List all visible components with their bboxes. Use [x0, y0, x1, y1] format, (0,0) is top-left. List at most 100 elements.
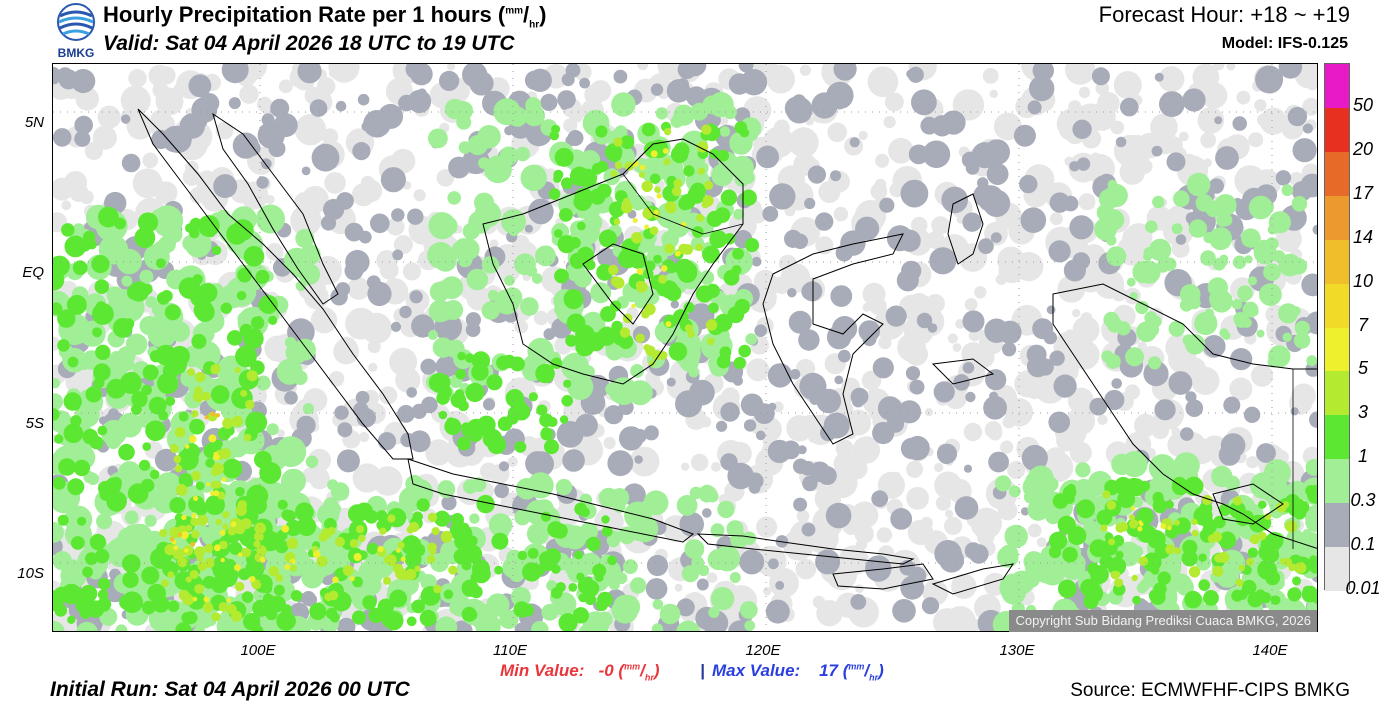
colorbar-label: 1	[1357, 446, 1368, 467]
precipitation-cell	[173, 455, 182, 464]
precipitation-cell	[142, 442, 151, 451]
precipitation-cell	[716, 420, 728, 432]
precipitation-cell	[356, 408, 376, 428]
precipitation-cell	[1181, 550, 1198, 567]
precipitation-cell	[916, 312, 933, 329]
precipitation-cell	[351, 610, 367, 625]
precipitation-cell	[1160, 523, 1166, 529]
precipitation-cell	[1004, 524, 1028, 549]
precipitation-cell	[1248, 132, 1264, 148]
precipitation-cell	[78, 600, 91, 613]
precipitation-cell	[194, 386, 203, 395]
precipitation-cell	[644, 224, 649, 230]
precipitation-cell	[544, 439, 559, 455]
precipitation-cell	[121, 591, 143, 613]
precipitation-cell	[438, 216, 458, 236]
precipitation-cell	[145, 296, 158, 308]
precipitation-cell	[586, 536, 601, 552]
precipitation-cell	[194, 546, 206, 558]
precipitation-cell	[197, 215, 220, 237]
precipitation-cell	[1309, 555, 1317, 565]
precipitation-cell	[391, 208, 405, 222]
precipitation-cell	[205, 458, 215, 468]
precipitation-cell	[1165, 500, 1175, 509]
precipitation-cell	[461, 422, 471, 432]
precipitation-cell	[522, 562, 542, 582]
precipitation-cell	[1136, 582, 1148, 594]
precipitation-cell	[142, 364, 159, 381]
precipitation-cell	[465, 382, 485, 403]
precipitation-cell	[155, 344, 177, 366]
precipitation-cell	[631, 232, 643, 244]
precipitation-cell	[833, 64, 857, 81]
precipitation-cell	[610, 488, 630, 508]
precipitation-cell	[772, 401, 784, 413]
precipitation-cell	[643, 344, 651, 352]
precipitation-cell	[650, 83, 664, 96]
precipitation-cell	[635, 280, 644, 289]
precipitation-cell	[830, 285, 853, 307]
precipitation-cell	[53, 408, 60, 421]
precipitation-cell	[1137, 341, 1147, 351]
precipitation-cell	[383, 576, 392, 585]
precipitation-cell	[499, 609, 519, 630]
precipitation-cell	[1154, 72, 1164, 82]
precipitation-cell	[1008, 485, 1021, 498]
precipitation-cell	[366, 542, 379, 555]
precipitation-cell	[335, 100, 347, 112]
precipitation-cell	[1019, 174, 1038, 194]
precipitation-cell	[962, 310, 985, 333]
precipitation-cell	[121, 153, 141, 173]
precipitation-cell	[922, 140, 951, 169]
precipitation-cell	[204, 543, 214, 553]
precipitation-cell	[807, 165, 827, 184]
precipitation-cell	[1094, 217, 1117, 241]
precipitation-cell	[97, 105, 121, 129]
precipitation-cell	[447, 191, 462, 205]
precipitation-cell	[58, 458, 76, 476]
precipitation-cell	[741, 171, 755, 184]
precipitation-cell	[607, 147, 622, 163]
precipitation-cell	[106, 491, 127, 512]
precipitation-cell	[1111, 378, 1122, 389]
precipitation-cell	[1282, 332, 1292, 342]
precipitation-cell	[1260, 592, 1272, 604]
precipitation-cell	[54, 604, 68, 617]
precipitation-cell	[57, 514, 69, 526]
precipitation-cell	[239, 84, 259, 104]
precipitation-cell	[99, 607, 118, 626]
precipitation-cell	[157, 372, 179, 395]
precipitation-cell	[261, 582, 273, 594]
precipitation-cell	[629, 577, 647, 594]
precipitation-cell	[1107, 179, 1118, 190]
precipitation-cell	[1105, 354, 1121, 369]
precipitation-cell	[613, 69, 628, 84]
precipitation-cell	[96, 301, 107, 312]
precipitation-cell	[277, 499, 288, 510]
precipitation-cell	[1131, 545, 1144, 558]
precipitation-cell	[799, 64, 812, 76]
precipitation-cell	[197, 514, 209, 526]
precipitation-cell	[91, 255, 110, 274]
precipitation-cell	[634, 455, 643, 464]
precipitation-cell	[751, 256, 762, 267]
precipitation-cell	[795, 558, 817, 580]
precipitation-cell	[638, 171, 645, 178]
precipitation-cell	[524, 224, 533, 233]
precipitation-cell	[952, 343, 962, 352]
precipitation-cell	[433, 584, 442, 594]
precipitation-cell	[466, 268, 489, 291]
precipitation-cell	[1285, 520, 1298, 533]
precipitation-cell	[971, 142, 999, 169]
precipitation-cell	[249, 496, 267, 515]
precipitation-cell	[316, 555, 328, 567]
precipitation-cell	[112, 318, 133, 338]
precipitation-cell	[1067, 387, 1094, 414]
precipitation-cell	[597, 183, 612, 199]
precipitation-cell	[594, 507, 624, 537]
precipitation-cell	[1216, 213, 1230, 227]
precipitation-cell	[909, 379, 925, 395]
precipitation-cell	[328, 68, 339, 78]
precipitation-cell	[576, 221, 586, 231]
precipitation-cell	[461, 606, 477, 622]
